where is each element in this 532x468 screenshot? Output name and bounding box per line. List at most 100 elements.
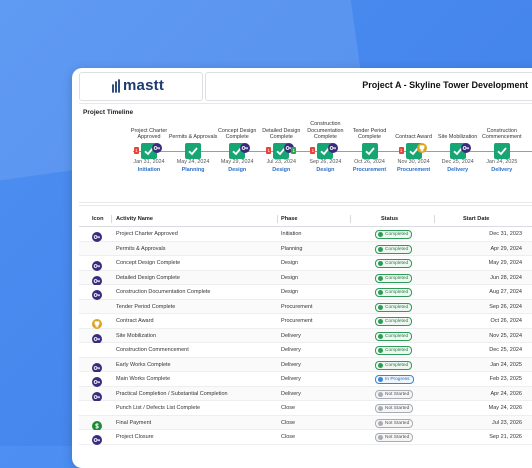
milestone-check [185, 143, 202, 159]
timeline-section [79, 103, 532, 203]
status-dot [377, 435, 383, 441]
table [79, 205, 532, 456]
start-date: Apr 24, 2026 [490, 390, 523, 397]
column-divider [350, 215, 351, 223]
status-dot [377, 391, 383, 397]
start-date: Dec 31, 2023 [489, 231, 522, 237]
table-row [79, 372, 532, 387]
phase: Delivery [281, 361, 301, 368]
header-rule [79, 226, 532, 227]
activity-name: Main Works Complete [116, 376, 170, 382]
status-pill: Not Started [375, 418, 414, 428]
table-row [79, 314, 532, 329]
phase: Planning [281, 245, 303, 252]
status-dot [377, 290, 383, 296]
milestone-label: Site Mobilization [438, 134, 478, 141]
table-row [79, 415, 532, 430]
row-icon [92, 418, 102, 431]
start-date: Apr 29, 2024 [490, 245, 523, 252]
status-pill: Completed [375, 346, 413, 356]
start-date: May 29, 2024 [488, 260, 522, 266]
status-dot [377, 362, 383, 368]
table-row [79, 401, 532, 416]
milestone-phase: Initiation [137, 167, 161, 173]
status-pill: Completed [375, 244, 413, 254]
activity-name: Construction Documentation Complete [116, 289, 211, 295]
page: {"header": {"logo": "mastt", "title": "P… [0, 0, 532, 446]
badge-left: 1 [134, 147, 139, 154]
column-header: Status [381, 216, 399, 222]
status-pill: Completed [375, 331, 413, 341]
status-dot [377, 406, 383, 412]
milestone-date: Jan 24, 2025 [486, 159, 518, 165]
milestone-label: Permits & Approvals [168, 134, 218, 141]
table-row [79, 328, 532, 343]
row-icon [92, 229, 102, 243]
badge-left: 1 [266, 147, 272, 154]
start-date: Aug 27, 2024 [489, 289, 522, 295]
milestone-icon [460, 140, 471, 153]
milestone-phase: Planning [181, 167, 205, 173]
milestone-phase: Delivery [491, 167, 513, 173]
milestone-date: Dec 25, 2024 [441, 159, 474, 165]
table-row [79, 386, 532, 401]
milestone-phase: Design [228, 167, 247, 173]
table-row [79, 299, 532, 314]
milestone-date: Jul 23, 2024 [266, 159, 296, 165]
status-pill: Completed [375, 259, 413, 269]
milestone-phase: Design [316, 167, 335, 173]
status-pill: Completed [375, 360, 413, 370]
activity-name: Detailed Design Complete [116, 274, 180, 281]
start-date: Jun 28, 2024 [490, 274, 522, 281]
timeline-title: Project Timeline [83, 109, 134, 116]
milestone-label: Construction Commencement [482, 127, 522, 141]
milestone-icon [328, 140, 339, 153]
status-pill: Completed [375, 317, 413, 327]
row-icon [92, 273, 102, 286]
phase: Procurement [281, 303, 313, 310]
badge-left: 1 [398, 147, 404, 154]
milestone-label: Project Charter Approved [130, 127, 168, 141]
column-header: Phase [281, 216, 298, 222]
activity-name: Project Charter Approved [116, 231, 178, 237]
phase: Close [281, 434, 296, 440]
milestone-date: Jan 31, 2024 [133, 159, 165, 165]
phase: Procurement [281, 318, 313, 324]
phase: Delivery [281, 390, 301, 397]
status-pill: Not Started [375, 433, 414, 443]
table-row [79, 227, 532, 242]
table-row [79, 430, 532, 445]
milestone-date: Oct 26, 2024 [354, 159, 385, 165]
table-row [79, 285, 532, 300]
status-pill: In Progress [375, 375, 414, 385]
phase: Delivery [281, 332, 301, 339]
badge-left: 1 [310, 147, 316, 154]
status-pill: Not Started [375, 389, 414, 399]
phase: Design [281, 274, 299, 281]
column-header: Start Date [463, 216, 490, 222]
start-date: Jul 23, 2026 [492, 419, 522, 426]
table-row [79, 241, 532, 256]
milestone-phase: Design [272, 167, 291, 173]
start-date: Nov 25, 2024 [489, 332, 522, 339]
phase: Design [281, 260, 299, 266]
activity-name: Contract Award [116, 318, 154, 324]
milestone-label: Tender Period Complete [352, 127, 387, 141]
status-dot [377, 319, 383, 325]
activity-name: Early Works Complete [116, 361, 171, 368]
page-title: Project A - Skyline Tower Development [362, 80, 528, 90]
row-icon [92, 432, 102, 446]
activity-name: Project Closure [116, 434, 154, 440]
title-box [205, 72, 532, 101]
phase: Delivery [281, 347, 301, 353]
status-dot [377, 304, 383, 310]
milestone-label: Contract Award [395, 134, 432, 141]
start-date: Feb 23, 2025 [489, 376, 522, 382]
activity-name: Tender Period Complete [116, 303, 176, 310]
phase: Delivery [281, 376, 301, 382]
table-row [79, 357, 532, 372]
column-divider [111, 215, 112, 223]
phase: Close [281, 419, 296, 426]
row-icon [92, 331, 102, 344]
row-icon [92, 258, 102, 272]
